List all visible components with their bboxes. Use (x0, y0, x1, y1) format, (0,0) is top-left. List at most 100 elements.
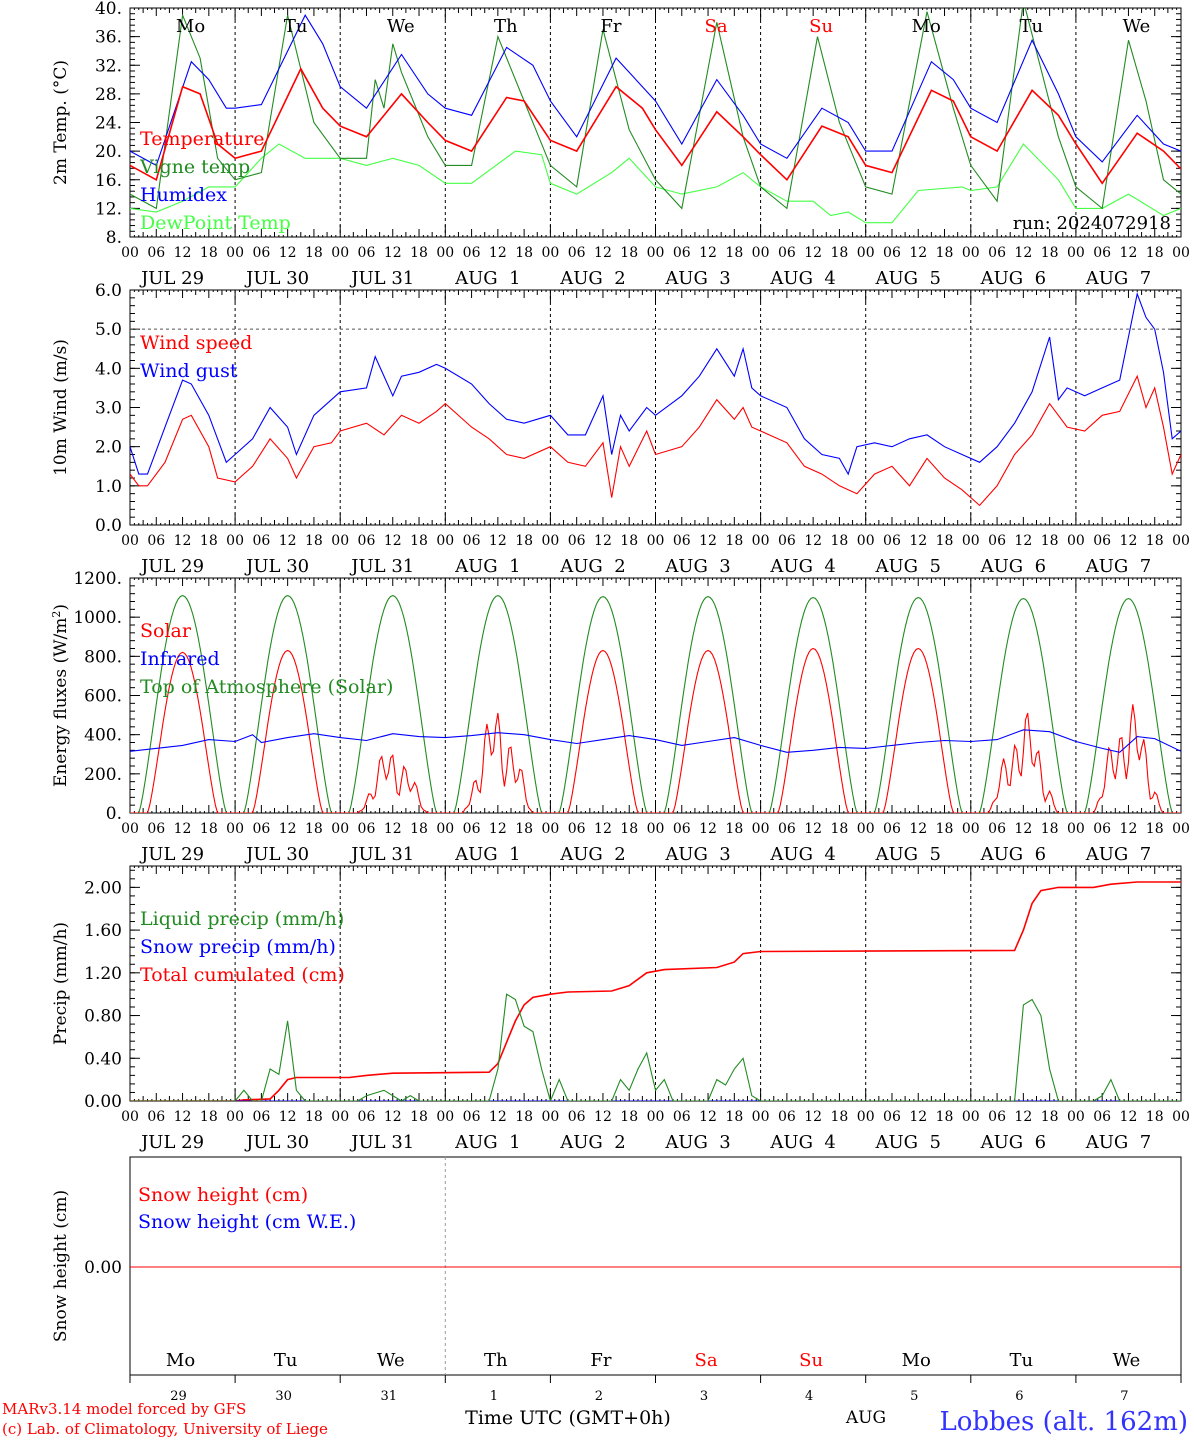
day-number-label: 1 (490, 1389, 498, 1404)
date-label: JUL 31 (349, 268, 414, 289)
y-tick-label: 0.00 (84, 1092, 122, 1112)
y-tick-label: 0.0 (95, 516, 122, 536)
hour-tick-label: 18 (515, 533, 533, 549)
date-label: AUG 5 (875, 1132, 941, 1153)
hour-tick-label: 06 (568, 1109, 586, 1125)
hour-tick-label: 00 (962, 821, 980, 837)
hour-tick-label: 00 (857, 245, 875, 261)
hour-tick-label: 18 (1146, 1109, 1164, 1125)
date-label: AUG 4 (769, 268, 835, 289)
day-of-week-label: Tu (284, 16, 308, 37)
hour-tick-label: 00 (1067, 245, 1085, 261)
x-axis-title: Time UTC (GMT+0h) (465, 1407, 671, 1429)
date-label: AUG 3 (664, 268, 730, 289)
hour-tick-label: 06 (988, 533, 1006, 549)
y-tick-label: 4.0 (95, 359, 122, 379)
hour-tick-label: 00 (1172, 1109, 1190, 1125)
month-label: AUG (845, 1408, 886, 1428)
hour-tick-label: 06 (358, 245, 376, 261)
hour-tick-label: 12 (1014, 533, 1032, 549)
date-label: AUG 7 (1085, 268, 1151, 289)
date-label: JUL 31 (349, 844, 414, 865)
hour-tick-label: 06 (988, 245, 1006, 261)
hour-tick-label: 06 (463, 821, 481, 837)
hour-tick-label: 12 (594, 245, 612, 261)
date-label: JUL 30 (244, 556, 309, 577)
y-tick-label: 0.40 (84, 1049, 122, 1069)
hour-tick-label: 18 (1041, 1109, 1059, 1125)
hour-tick-label: 12 (174, 1109, 192, 1125)
run-annotation: run: 2024072918 (1013, 213, 1171, 234)
hour-tick-label: 12 (909, 1109, 927, 1125)
y-tick-label: 2.00 (84, 878, 122, 898)
day-of-week-label: We (1123, 16, 1151, 37)
series-line-total-cumulated-cm- (130, 881, 1181, 1101)
hour-tick-label: 18 (1041, 533, 1059, 549)
hour-tick-label: 00 (752, 245, 770, 261)
day-of-week-label: Mo (166, 1350, 195, 1371)
date-label: AUG 5 (875, 556, 941, 577)
day-of-week-label: Tu (1020, 16, 1044, 37)
day-number-label: 2 (595, 1389, 603, 1404)
y-tick-label: 1200. (73, 569, 122, 589)
hour-tick-label: 06 (147, 533, 165, 549)
y-tick-label: 0. (106, 804, 122, 824)
y-tick-label: 2.0 (95, 438, 122, 458)
legend-entry: Liquid precip (mm/h) (140, 908, 344, 930)
hour-tick-label: 12 (1014, 1109, 1032, 1125)
hour-tick-label: 00 (121, 821, 139, 837)
hour-tick-label: 00 (647, 245, 665, 261)
y-axis-label: Snow height (cm) (51, 1190, 71, 1342)
hour-tick-label: 18 (1146, 821, 1164, 837)
date-label: AUG 2 (559, 844, 625, 865)
date-label: AUG 7 (1085, 1132, 1151, 1153)
hour-tick-label: 12 (174, 821, 192, 837)
hour-tick-label: 00 (857, 1109, 875, 1125)
series-line-top-of-atmosphere-solar- (130, 595, 1181, 813)
hour-tick-label: 06 (358, 821, 376, 837)
date-label: JUL 30 (244, 844, 309, 865)
y-tick-label: 16. (95, 171, 122, 191)
hour-tick-label: 06 (252, 533, 270, 549)
hour-tick-label: 00 (752, 821, 770, 837)
date-label: AUG 2 (559, 1132, 625, 1153)
date-label: JUL 31 (349, 1132, 414, 1153)
hour-tick-label: 18 (515, 1109, 533, 1125)
hour-tick-label: 18 (515, 245, 533, 261)
date-label: JUL 30 (244, 268, 309, 289)
hour-tick-label: 18 (305, 821, 323, 837)
hour-tick-label: 12 (804, 1109, 822, 1125)
y-axis-label: 10m Wind (m/s) (51, 339, 71, 476)
date-label: AUG 7 (1085, 844, 1151, 865)
hour-tick-label: 00 (436, 533, 454, 549)
y-axis-label: Precip (mm/h) (51, 922, 71, 1045)
date-label: AUG 1 (454, 1132, 520, 1153)
credit-line: (c) Lab. of Climatology, University of L… (2, 1420, 328, 1438)
hour-tick-label: 00 (857, 533, 875, 549)
legend-entry: Wind speed (140, 332, 252, 354)
hour-tick-label: 00 (647, 1109, 665, 1125)
day-number-label: 4 (805, 1389, 813, 1404)
hour-tick-label: 06 (252, 245, 270, 261)
date-label: AUG 3 (664, 556, 730, 577)
date-label: AUG 6 (980, 556, 1046, 577)
hour-tick-label: 06 (883, 1109, 901, 1125)
hour-tick-label: 00 (541, 533, 559, 549)
hour-tick-label: 18 (1041, 821, 1059, 837)
hour-tick-label: 12 (384, 245, 402, 261)
y-tick-label: 12. (95, 199, 122, 219)
date-label: JUL 29 (139, 268, 204, 289)
hour-tick-label: 12 (804, 821, 822, 837)
hour-tick-label: 06 (147, 1109, 165, 1125)
hour-tick-label: 18 (1146, 533, 1164, 549)
hour-tick-label: 00 (1172, 245, 1190, 261)
hour-tick-label: 00 (226, 821, 244, 837)
hour-tick-label: 12 (909, 533, 927, 549)
date-label: AUG 5 (875, 268, 941, 289)
hour-tick-label: 12 (174, 533, 192, 549)
footer: 29 30 31 1 2 3 4 5 6 7 AUG Time UTC (GMT+0h) MARv3.1… (2, 1389, 1188, 1438)
day-of-week-label: Fr (600, 16, 621, 37)
y-tick-label: 1.60 (84, 921, 122, 941)
hour-tick-label: 12 (384, 1109, 402, 1125)
hour-tick-label: 00 (1172, 821, 1190, 837)
